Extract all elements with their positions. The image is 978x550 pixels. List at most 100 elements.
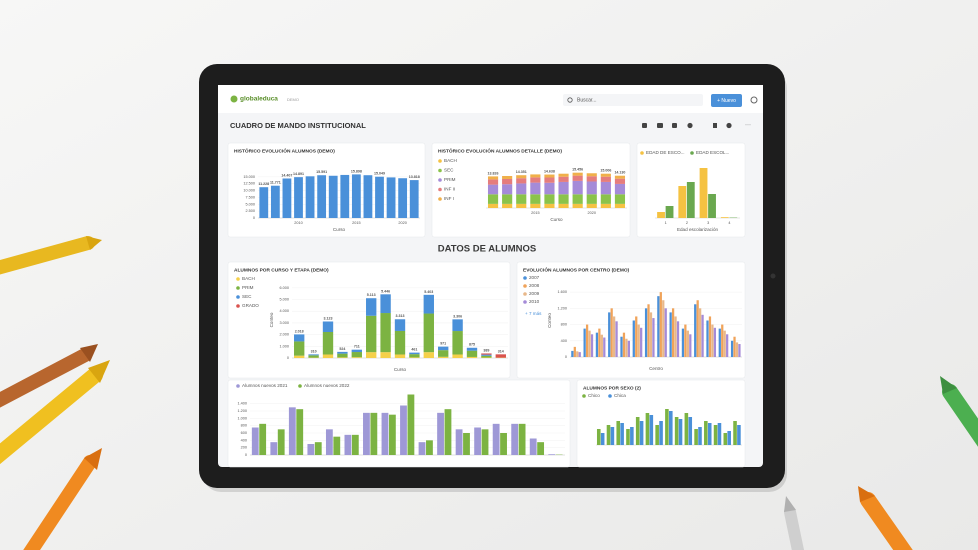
legend-swatch xyxy=(608,394,612,398)
panel-title: HISTÓRICO EVOLUCIÓN ALUMNOS DETALLE (DEM… xyxy=(438,146,562,154)
y-tick-label: 2.500 xyxy=(245,209,255,213)
bar xyxy=(678,186,687,218)
bar xyxy=(627,340,631,357)
bar xyxy=(463,433,470,455)
bar-segment xyxy=(487,179,499,185)
bar-segment xyxy=(394,354,406,358)
legend-label: GRADO xyxy=(242,303,259,308)
bar xyxy=(686,182,695,218)
bar xyxy=(548,454,556,455)
bar-segment xyxy=(558,173,569,177)
bar xyxy=(388,414,396,455)
total-label: 15.456 xyxy=(572,168,583,172)
bar xyxy=(686,330,689,357)
bar xyxy=(325,429,333,455)
bar xyxy=(598,328,601,357)
bar xyxy=(370,412,378,455)
bar-segment xyxy=(366,298,377,316)
bar-segment xyxy=(487,184,499,195)
x-tick-label: 2 xyxy=(686,221,688,225)
total-label: 389 xyxy=(483,348,489,352)
bar-segment xyxy=(466,350,478,357)
y-tick-label: 15.000 xyxy=(243,175,255,179)
y-tick-label: 0 xyxy=(287,356,289,360)
bar-segment xyxy=(572,175,583,181)
total-label: 14.351 xyxy=(516,170,527,174)
help-icon[interactable] xyxy=(726,122,732,129)
bar-segment xyxy=(586,194,597,204)
x-axis-title: Curso xyxy=(550,217,563,222)
value-label: 14.407 xyxy=(281,173,292,177)
legend-swatch xyxy=(236,384,240,388)
total-label: 5.113 xyxy=(367,293,376,297)
bar-segment xyxy=(600,176,611,182)
bar-segment xyxy=(614,175,626,179)
bar xyxy=(259,187,269,218)
bar xyxy=(282,178,292,218)
bar xyxy=(730,340,734,357)
share-icon[interactable] xyxy=(672,123,677,128)
bar xyxy=(699,168,708,218)
bar xyxy=(676,321,680,357)
bar-segment xyxy=(351,357,362,358)
bar xyxy=(600,334,603,357)
bar xyxy=(659,421,663,445)
panel-title: ALUMNOS POR CURSO Y ETAPA (DEMO) xyxy=(234,267,329,273)
legend-label: Alumnos nuevos 2022 xyxy=(304,383,350,388)
bar xyxy=(595,332,599,357)
search-box[interactable] xyxy=(563,94,703,106)
info-icon[interactable] xyxy=(687,122,693,129)
bar xyxy=(637,324,640,357)
bar-segment xyxy=(366,315,377,353)
camera xyxy=(770,273,776,279)
bar xyxy=(606,425,611,445)
bar xyxy=(726,334,729,357)
legend-label: PRIM xyxy=(444,177,456,182)
y-tick-label: 1.400 xyxy=(237,402,247,406)
bar xyxy=(649,312,653,357)
bar xyxy=(351,434,359,455)
x-tick-label: 1 xyxy=(665,221,667,225)
total-label: 461 xyxy=(411,348,417,352)
bar xyxy=(717,423,722,445)
bar-segment xyxy=(502,194,513,204)
y-tick-label: 0 xyxy=(565,355,567,359)
total-label: 14.130 xyxy=(614,171,625,175)
bar xyxy=(620,336,623,357)
panel-title: EVOLUCIÓN ALUMNOS POR CENTRO (DEMO) xyxy=(523,265,630,273)
bar xyxy=(625,338,628,357)
legend-swatch xyxy=(438,168,442,173)
settings-icon[interactable] xyxy=(750,96,758,104)
total-label: 2.018 xyxy=(295,329,304,333)
new-button[interactable] xyxy=(711,94,742,107)
y-tick-label: 0 xyxy=(245,453,247,457)
total-label: 3.123 xyxy=(324,316,333,320)
legend-swatch xyxy=(523,284,527,288)
y-tick-label: 800 xyxy=(241,424,247,428)
bar xyxy=(657,296,660,357)
bar xyxy=(610,308,613,357)
bar xyxy=(474,427,482,455)
edit-icon[interactable] xyxy=(642,123,647,128)
bar-segment xyxy=(466,347,478,351)
more-icon[interactable]: ··· xyxy=(745,123,751,129)
bar xyxy=(620,423,624,445)
legend-swatch xyxy=(582,394,586,398)
bar-segment xyxy=(530,174,541,178)
bar-segment xyxy=(452,319,463,332)
legend-swatch xyxy=(640,151,644,155)
bar xyxy=(694,304,697,357)
bar xyxy=(706,320,709,357)
y-tick-label: 1.600 xyxy=(557,290,567,294)
bar xyxy=(386,177,396,218)
legend-more: + 7 más xyxy=(525,311,542,316)
bar xyxy=(375,176,384,218)
tv-icon[interactable] xyxy=(657,123,663,128)
bar-segment xyxy=(481,353,492,355)
legend-swatch xyxy=(236,304,240,308)
bar xyxy=(590,334,594,357)
bookmark-icon[interactable] xyxy=(713,123,717,128)
total-label: 3.306 xyxy=(453,314,462,318)
y-tick-label: 10.000 xyxy=(243,189,255,193)
